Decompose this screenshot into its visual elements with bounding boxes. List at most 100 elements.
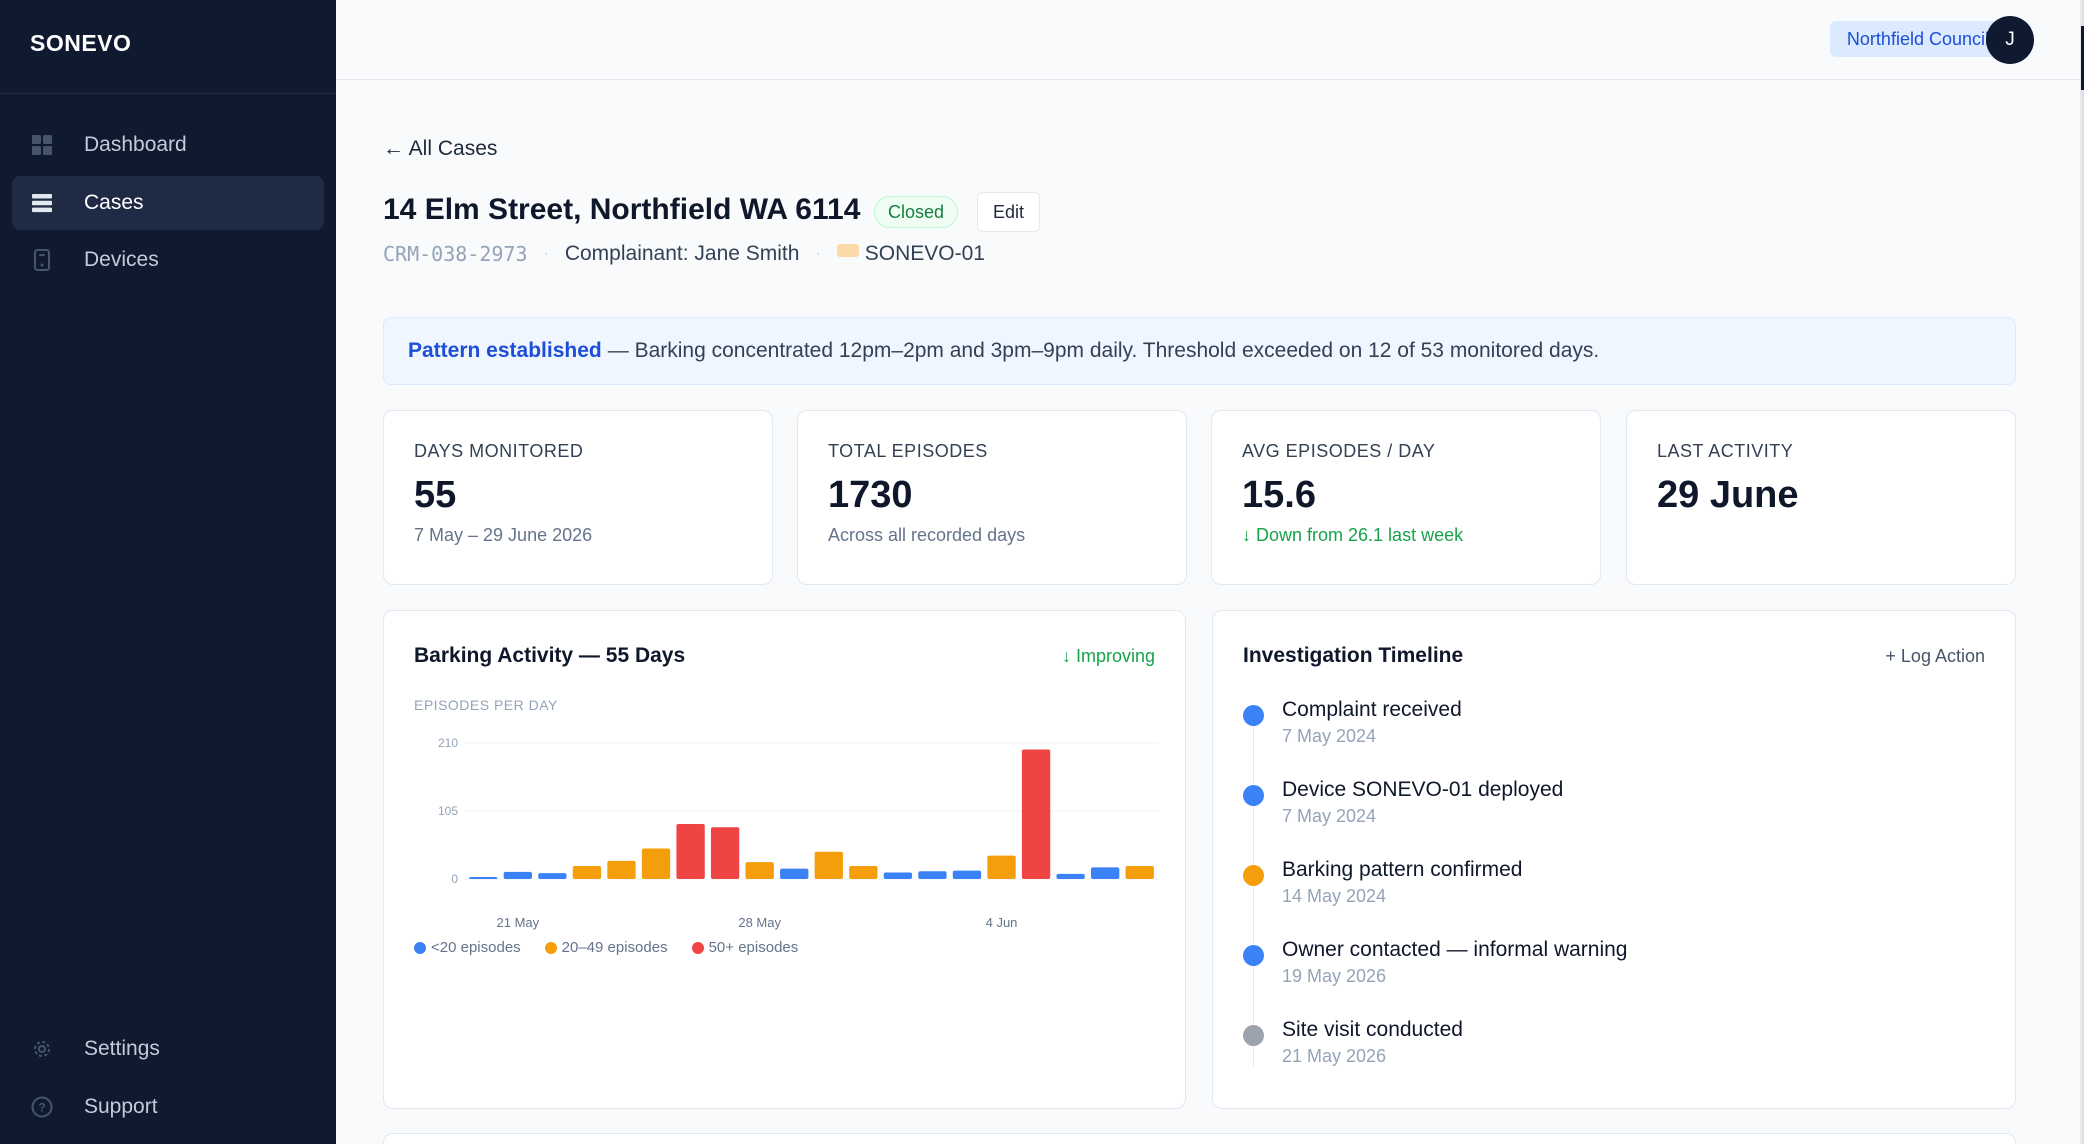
legend-dot — [414, 941, 426, 954]
stat-sub: Across all recorded days — [828, 525, 1026, 545]
y-tick-label: 210 — [438, 736, 458, 750]
chart-bar — [1125, 866, 1154, 879]
stat-label: LAST ACTIVITY — [1657, 441, 1794, 461]
help-icon: ? — [30, 1095, 54, 1119]
chart-bar — [1056, 873, 1085, 879]
edit-button[interactable]: Edit — [977, 192, 1041, 232]
timeline-item: Owner contacted — informal warning 19 Ma… — [1243, 936, 2003, 1016]
x-tick-label: 21 May — [497, 915, 540, 930]
sidebar-item-devices[interactable]: Devices — [12, 233, 324, 287]
chart-subtitle: EPISODES PER DAY — [414, 697, 558, 713]
legend-dot — [544, 941, 557, 954]
chart-bar — [883, 872, 913, 879]
timeline-dot — [1243, 785, 1264, 806]
cases-icon — [30, 191, 54, 215]
chart-bar — [918, 871, 947, 879]
chart-bar — [607, 860, 636, 879]
sidebar-item-label: Settings — [84, 1037, 160, 1060]
chart-bar — [745, 862, 774, 879]
device-link[interactable]: SONEVO-01 — [864, 242, 985, 265]
stat-card-last-activity: LAST ACTIVITY 29 June — [1626, 410, 2016, 585]
trend-label: ↓ Improving — [1061, 646, 1155, 666]
legend-label: <20 episodes — [431, 939, 521, 956]
dashboard-icon — [30, 133, 54, 157]
separator: · — [815, 245, 821, 262]
sidebar-item-label: Devices — [84, 248, 159, 271]
sidebar-item-settings[interactable]: Settings — [12, 1022, 324, 1076]
chart-legend: <20 episodes 20–49 episodes 50+ episodes — [414, 939, 822, 956]
stat-label: AVG EPISODES / DAY — [1242, 441, 1436, 461]
case-meta: CRM-038-2973 · Complainant: Jane Smith ·… — [383, 242, 985, 266]
sidebar-item-label: Support — [84, 1095, 158, 1118]
chart-bar — [1091, 867, 1120, 879]
chart-bar — [814, 851, 843, 879]
chart-bar — [538, 873, 567, 879]
panel-title: Barking Activity — 55 Days — [414, 644, 686, 667]
stat-label: DAYS MONITORED — [414, 441, 584, 461]
timeline-dot — [1243, 865, 1264, 886]
pattern-alert: Pattern established — Barking concentrat… — [383, 317, 2016, 385]
stat-value: 55 — [414, 474, 457, 516]
sidebar-item-label: Dashboard — [84, 133, 187, 156]
timeline-dot — [1243, 705, 1264, 726]
timeline-list: Complaint received 7 May 2024 Device SON… — [1243, 696, 2003, 1096]
sidebar-divider — [0, 93, 336, 94]
x-tick-label: 4 Jun — [986, 915, 1018, 930]
chart-bar — [849, 866, 878, 879]
chart-bar — [710, 827, 740, 879]
timeline-panel: Investigation Timeline + Log Action Comp… — [1212, 610, 2016, 1109]
alert-title: Pattern established — [408, 339, 602, 362]
legend-item: <20 episodes — [414, 939, 521, 956]
timeline-item-date: 7 May 2024 — [1282, 726, 1377, 746]
complainant: Complainant: Jane Smith — [564, 242, 800, 265]
stat-label: TOTAL EPISODES — [828, 441, 988, 461]
timeline-line — [1253, 716, 1254, 1066]
timeline-item-title: Owner contacted — informal warning — [1282, 938, 1628, 961]
main-content: Northfield Council J ← All Cases 14 Elm … — [336, 0, 2084, 1144]
brand-logo: SONEVO — [30, 30, 132, 56]
legend-label: 20–49 episodes — [561, 939, 668, 956]
sidebar-item-dashboard[interactable]: Dashboard — [12, 118, 324, 172]
timeline-dot — [1243, 945, 1264, 966]
timeline-item-title: Complaint received — [1282, 698, 1462, 721]
page-title: 14 Elm Street, Northfield WA 6114 — [383, 193, 861, 226]
log-action-button[interactable]: + Log Action — [1885, 646, 1985, 666]
sidebar: SONEVO Dashboard Cases Devices Settings — [0, 0, 336, 1144]
timeline-item: Complaint received 7 May 2024 — [1243, 696, 2003, 776]
stat-sub: 7 May – 29 June 2026 — [414, 525, 593, 545]
timeline-item-date: 7 May 2024 — [1282, 806, 1377, 826]
tag-icon — [836, 243, 859, 257]
timeline-item: Barking pattern confirmed 14 May 2024 — [1243, 856, 2003, 936]
stat-card-days: DAYS MONITORED 55 7 May – 29 June 2026 — [383, 410, 773, 585]
chart-bar — [641, 848, 671, 879]
legend-item: 20–49 episodes — [544, 939, 668, 956]
legend-label: 50+ episodes — [708, 939, 799, 956]
chart-bar — [503, 871, 532, 879]
sidebar-item-cases[interactable]: Cases — [12, 176, 324, 230]
case-id: CRM-038-2973 — [383, 242, 528, 266]
timeline-item-title: Device SONEVO-01 deployed — [1282, 778, 1564, 801]
y-tick-label: 0 — [451, 872, 458, 886]
back-to-cases-link[interactable]: ← All Cases — [383, 137, 498, 160]
panel-title: Investigation Timeline — [1243, 644, 1464, 667]
org-badge[interactable]: Northfield Council — [1829, 21, 2006, 57]
avatar[interactable]: J — [1986, 16, 2034, 64]
timeline-item-title: Site visit conducted — [1282, 1018, 1463, 1041]
chart-bar — [572, 866, 602, 879]
device-icon — [30, 248, 54, 272]
gear-icon — [30, 1037, 54, 1061]
timeline-item-date: 14 May 2024 — [1282, 886, 1387, 906]
chart-bar — [1021, 749, 1051, 879]
timeline-item-date: 19 May 2026 — [1282, 966, 1387, 986]
sidebar-item-support[interactable]: ? Support — [12, 1080, 324, 1134]
timeline-dot — [1243, 1025, 1264, 1046]
chart-bar — [780, 868, 809, 879]
stat-card-average: AVG EPISODES / DAY 15.6 ↓ Down from 26.1… — [1211, 410, 1601, 585]
timeline-item-date: 21 May 2026 — [1282, 1046, 1387, 1066]
topbar: Northfield Council J — [336, 0, 2084, 80]
activity-panel: Barking Activity — 55 Days ↓ Improving E… — [383, 610, 1186, 1109]
alert-text: — Barking concentrated 12pm–2pm and 3pm–… — [607, 339, 1600, 362]
svg-text:?: ? — [38, 1101, 45, 1115]
timeline-item-title: Barking pattern confirmed — [1282, 858, 1523, 881]
separator: · — [543, 245, 549, 262]
